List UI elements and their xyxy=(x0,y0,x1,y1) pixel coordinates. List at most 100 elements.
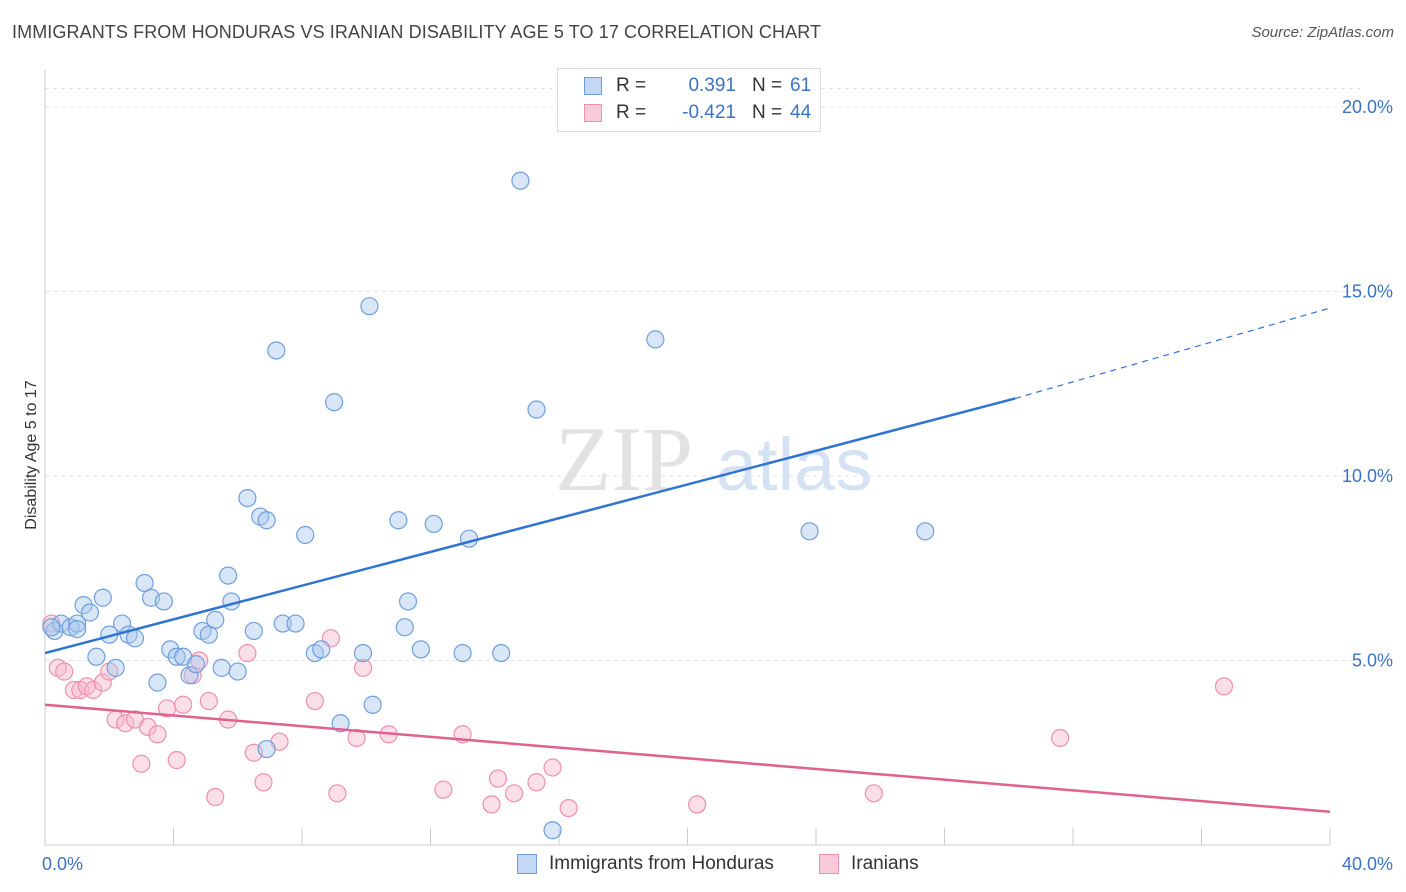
honduras-point xyxy=(93,588,112,607)
iranians-point xyxy=(527,773,546,792)
honduras-point xyxy=(395,618,414,637)
legend-n-value: 61 xyxy=(790,75,812,96)
honduras-point xyxy=(74,596,93,615)
legend-n-value: 44 xyxy=(790,102,812,123)
legend-r-value: 0.391 xyxy=(688,75,736,96)
legend-n-label: N = xyxy=(752,102,783,123)
honduras-point xyxy=(244,621,263,641)
honduras-point xyxy=(125,629,145,648)
iranians-point xyxy=(116,714,135,733)
honduras-point xyxy=(87,647,106,666)
iranians-trend-line xyxy=(44,703,1331,814)
chart-title: IMMIGRANTS FROM HONDURAS VS IRANIAN DISA… xyxy=(12,22,822,42)
iranians-point xyxy=(84,680,103,700)
honduras-point xyxy=(257,511,276,530)
honduras-point xyxy=(186,655,206,674)
y-tick-labels: 5.0% 10.0% 15.0% 20.0% xyxy=(1342,97,1393,671)
iranians-point xyxy=(199,691,218,711)
iranians-point xyxy=(132,754,151,773)
honduras-point xyxy=(511,171,530,190)
honduras-point xyxy=(527,400,546,419)
iranians-point xyxy=(254,773,273,792)
honduras-point xyxy=(68,614,87,633)
iranians-point xyxy=(238,643,257,663)
honduras-point xyxy=(80,603,100,622)
iranians-point xyxy=(328,784,347,803)
iranians-point xyxy=(93,673,112,692)
honduras-point xyxy=(238,488,257,508)
y-tick-label: 15.0% xyxy=(1342,281,1393,301)
iranians-points xyxy=(42,614,1234,818)
y-tick-label: 5.0% xyxy=(1352,650,1393,670)
iranians-point xyxy=(174,695,193,714)
honduras-point xyxy=(296,525,315,545)
honduras-point xyxy=(411,640,430,659)
honduras-point xyxy=(267,341,286,360)
iranians-point xyxy=(148,725,167,744)
legend-r-label: R = xyxy=(616,102,647,123)
honduras-point xyxy=(424,514,443,534)
honduras-point xyxy=(106,658,125,677)
honduras-point xyxy=(286,614,305,633)
iranians-point xyxy=(504,784,524,803)
honduras-point xyxy=(219,566,238,585)
honduras-point xyxy=(180,666,199,685)
iranians-point xyxy=(488,769,508,788)
stats-legend: R = 0.391 N = 61 R = -0.421 N = 44 xyxy=(557,68,821,132)
honduras-trend-extension xyxy=(1015,307,1331,400)
bottom-legend-honduras: Immigrants from Honduras xyxy=(517,853,774,875)
legend-n-label: N = xyxy=(752,75,783,96)
source-credit: Source: ZipAtlas.com xyxy=(1251,24,1394,41)
honduras-point xyxy=(492,643,511,663)
honduras-point xyxy=(325,393,344,412)
grid-lines xyxy=(45,87,1360,661)
legend-row-honduras: R = 0.391 N = 61 xyxy=(584,74,811,98)
honduras-point xyxy=(331,714,350,733)
watermark: ZIP atlas xyxy=(555,408,872,510)
honduras-point xyxy=(51,614,71,633)
iranians-point xyxy=(434,780,453,799)
iranians-point xyxy=(305,691,324,711)
iranians-point xyxy=(1051,728,1070,748)
honduras-point xyxy=(167,647,186,666)
honduras-point xyxy=(363,695,382,714)
iranians-point xyxy=(138,717,157,737)
honduras-point xyxy=(312,640,331,659)
iranians-point xyxy=(482,795,501,814)
trend-lines xyxy=(44,307,1331,814)
legend-swatch-iranians xyxy=(584,104,602,122)
y-tick-label: 10.0% xyxy=(1342,466,1393,486)
honduras-trend-line xyxy=(44,397,1016,655)
axes xyxy=(44,70,1331,846)
iranians-point xyxy=(206,787,225,807)
bottom-legend-swatch-honduras xyxy=(517,854,537,874)
honduras-point xyxy=(389,511,408,530)
honduras-point xyxy=(228,662,247,681)
honduras-point xyxy=(543,821,562,840)
iranians-point xyxy=(559,798,578,818)
honduras-points xyxy=(42,171,935,840)
iranians-point xyxy=(167,751,186,770)
honduras-point xyxy=(360,297,379,316)
x-tick-labels: 0.0% 40.0% xyxy=(42,854,1393,874)
honduras-point xyxy=(453,643,472,663)
legend-swatch-honduras xyxy=(584,77,602,95)
honduras-point xyxy=(206,610,225,629)
honduras-point xyxy=(154,592,173,611)
honduras-point xyxy=(646,330,665,349)
honduras-point xyxy=(257,739,276,759)
x-tick-label: 40.0% xyxy=(1342,854,1393,874)
x-tick-label: 0.0% xyxy=(42,854,83,874)
honduras-point xyxy=(398,592,418,611)
iranians-point xyxy=(55,662,74,681)
iranians-point xyxy=(688,795,707,814)
watermark-atlas: atlas xyxy=(716,423,872,506)
legend-r-label: R = xyxy=(616,75,647,96)
honduras-point xyxy=(800,522,819,541)
iranians-point xyxy=(543,758,562,777)
honduras-point xyxy=(353,643,373,663)
bottom-legend-swatch-iranians xyxy=(819,854,839,874)
watermark-zip: ZIP xyxy=(555,408,693,510)
legend-r-value: -0.421 xyxy=(682,102,736,123)
